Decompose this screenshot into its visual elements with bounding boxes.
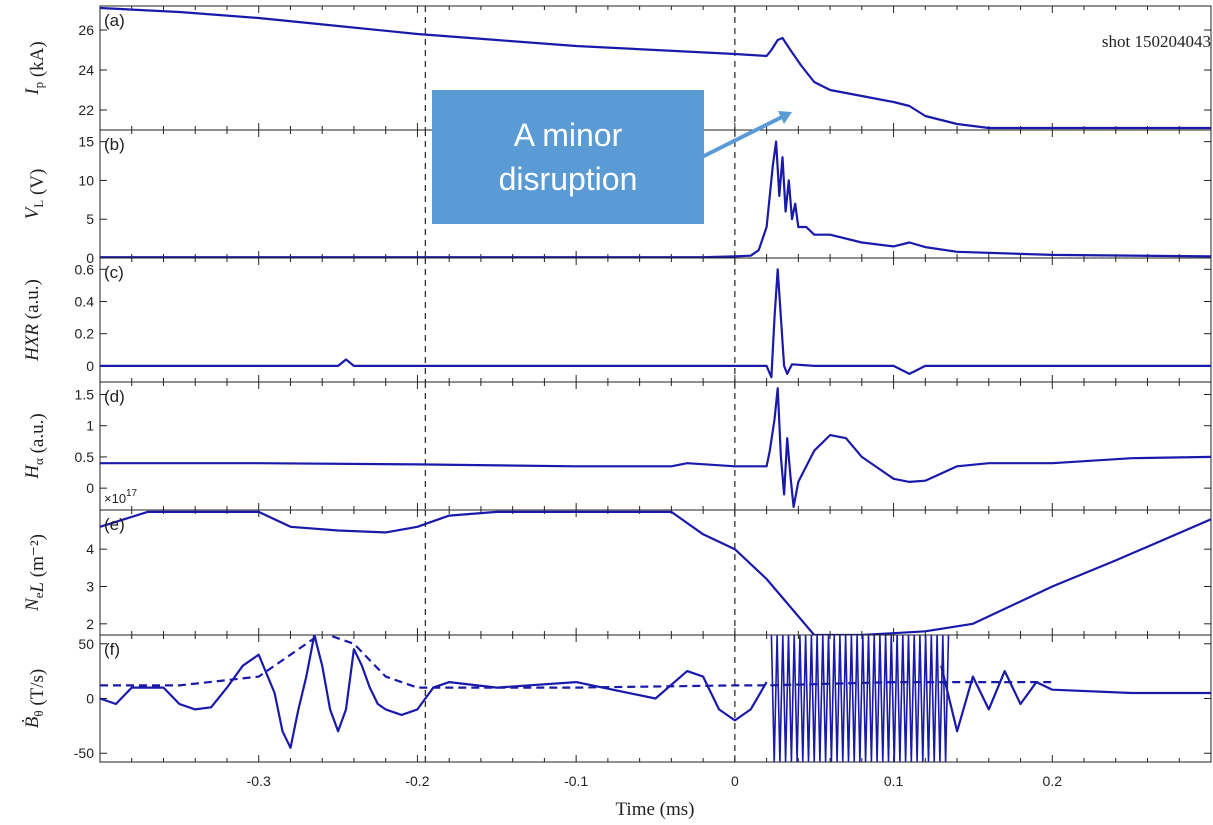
- series-line-b-1: [100, 140, 1211, 258]
- panel-e: 2 3 4 (e) NeL (m⁻²): [22, 509, 1212, 636]
- y-tick-label: 50: [78, 636, 94, 652]
- y-axis-label-subscript: L: [31, 200, 46, 208]
- y-tick-label: -50: [74, 745, 94, 761]
- y-axis-label: Ḃθ (T/s): [22, 669, 48, 729]
- panel-label: (d): [104, 387, 125, 406]
- x-tick-label: -0.2: [405, 773, 429, 789]
- y-tick-label: 0.6: [75, 261, 95, 277]
- saturated-oscillation: [770, 635, 950, 762]
- panel-frame: [99, 381, 1212, 511]
- panel-c: 0 0.2 0.4 0.6 (c) HXR (a.u.): [22, 257, 1212, 383]
- y-axis-label-unit: (a.u.): [22, 279, 43, 324]
- y-axis-label: HXR (a.u.): [22, 279, 43, 362]
- exponent-label: ×10 17: [104, 488, 138, 506]
- callout-arrow: [701, 111, 792, 159]
- y-axis-label-subscript: p: [31, 82, 46, 89]
- y-tick-label: 3: [86, 578, 94, 594]
- x-tick-label: -0.1: [564, 773, 588, 789]
- y-axis-label-main: I: [22, 87, 43, 96]
- y-axis-label-subscript: α: [31, 458, 46, 465]
- y-tick-label: 0.4: [75, 293, 95, 309]
- exponent-base: ×10: [104, 491, 126, 506]
- y-axis-label-main: Ḃ: [22, 716, 43, 728]
- panel-label: (e): [104, 515, 125, 534]
- x-tick-label: 0.1: [884, 773, 904, 789]
- y-tick-label: 1.5: [75, 386, 95, 402]
- y-axis-label-subscript: e: [31, 592, 46, 598]
- y-axis-label-unit: (kA): [27, 41, 48, 82]
- y-tick-label: 0.5: [75, 449, 95, 465]
- y-axis-label-main: H: [22, 464, 43, 480]
- y-tick-label: 15: [78, 134, 94, 150]
- y-axis-label-unit: (a.u.): [27, 413, 48, 458]
- y-axis-label-mid: L: [27, 582, 48, 594]
- y-tick-label: 4: [86, 541, 94, 557]
- series-line-e-1: [100, 510, 1211, 635]
- y-axis-label-unit: (V): [27, 169, 48, 200]
- y-axis-label-main: HXR: [22, 324, 43, 362]
- series-line-f-1: [100, 635, 768, 749]
- y-tick-label: 24: [78, 62, 94, 78]
- disruption-callout: A minor disruption: [432, 90, 704, 224]
- y-tick-label: 0: [86, 250, 94, 266]
- y-axis-label-main: V: [22, 205, 43, 219]
- panel-label: (f): [104, 640, 120, 659]
- y-tick-label: 0.2: [75, 326, 95, 342]
- y-axis-label: Hα (a.u.): [22, 413, 48, 479]
- series-line-c-1: [100, 268, 1211, 379]
- callout-line-1: A minor: [513, 117, 623, 153]
- panel-label: (b): [104, 135, 125, 154]
- x-tick-label: 0.2: [1043, 773, 1063, 789]
- exponent-power: 17: [126, 488, 138, 499]
- y-tick-label: 10: [78, 172, 94, 188]
- panel-f: -50 0 50 (f) Ḃθ (T/s): [22, 634, 1212, 763]
- series-line-d-1: [100, 387, 1211, 508]
- panel-label: (a): [104, 11, 125, 30]
- y-axis-label: NeL (m⁻²): [22, 534, 48, 612]
- y-tick-label: 0: [86, 691, 94, 707]
- y-tick-label: 2: [86, 616, 94, 632]
- x-axis-label: Time (ms): [615, 799, 694, 820]
- x-tick-label: -0.3: [247, 773, 271, 789]
- panel-label: (c): [104, 263, 124, 282]
- panel-d: 0 0.5 1 1.5 (d) Hα (a.u.): [22, 381, 1212, 511]
- y-tick-label: 0: [86, 358, 94, 374]
- y-tick-label: 5: [86, 211, 94, 227]
- callout-line-2: disruption: [498, 161, 638, 197]
- x-tick-label: 0: [731, 773, 739, 789]
- series-line-a-1: [100, 6, 1211, 130]
- y-tick-label: 0: [86, 480, 94, 496]
- series-line-f-3: [940, 665, 1211, 733]
- y-tick-label: 1: [86, 418, 94, 434]
- callout-arrow-shaft: [701, 114, 785, 159]
- y-axis-label-unit: (m⁻²): [27, 534, 48, 582]
- y-axis-label-main: N: [22, 597, 43, 612]
- y-axis-label-subscript: θ: [31, 710, 46, 716]
- panel-frame: [99, 257, 1212, 383]
- y-axis-label-unit: (T/s): [27, 669, 48, 711]
- shot-label: shot 150204043: [1102, 32, 1211, 51]
- callout-arrow-head: [778, 111, 792, 124]
- x-axis: -0.3 -0.2 -0.1 0 0.1 0.2: [247, 773, 1063, 789]
- y-axis-label: VL (V): [22, 169, 48, 220]
- panel-frame: [99, 509, 1212, 636]
- y-tick-label: 22: [78, 102, 94, 118]
- y-axis-label: Ip (kA): [22, 41, 48, 95]
- y-tick-label: 26: [78, 22, 94, 38]
- series-line-f-2: [100, 635, 1053, 689]
